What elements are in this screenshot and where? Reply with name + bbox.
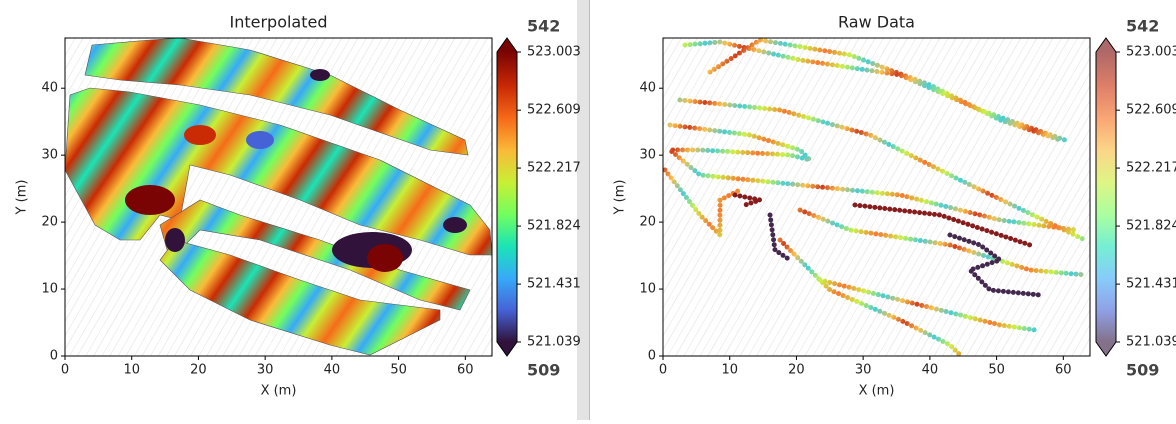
colorbar-extend — [497, 342, 517, 356]
colorbar — [497, 52, 517, 342]
y-tick-label: 10 — [639, 282, 656, 297]
divider — [577, 0, 590, 420]
x-tick-label: 0 — [61, 363, 69, 378]
colorbar-bottom-text: 509 — [1126, 361, 1159, 380]
colorbar-top-text: 542 — [527, 17, 560, 36]
plot-frame — [64, 37, 493, 357]
y-tick-label: 40 — [639, 81, 656, 96]
colorbar-tick-label: 521.039 — [1126, 335, 1176, 350]
colorbar-tick-label: 523.003 — [1126, 45, 1176, 60]
x-tick-label: 10 — [123, 363, 140, 378]
chart-title: Raw Data — [838, 13, 915, 32]
colorbar-tick-label: 521.431 — [527, 277, 581, 292]
y-tick-label: 0 — [50, 349, 58, 364]
x-tick-label: 60 — [457, 363, 474, 378]
interpolated-field — [65, 38, 492, 356]
x-tick-label: 20 — [190, 363, 207, 378]
colorbar-extend — [497, 38, 517, 52]
x-tick-label: 40 — [324, 363, 341, 378]
colorbar-bottom-text: 509 — [527, 361, 560, 380]
colorbar-tick-label: 523.003 — [527, 45, 581, 60]
colorbar-tick-label: 522.217 — [1126, 161, 1176, 176]
y-tick-label: 20 — [41, 215, 58, 230]
colorbar-tick-label: 521.824 — [527, 219, 581, 234]
plot-frame — [662, 37, 1091, 357]
y-axis-label: Y (m) — [15, 180, 30, 216]
colorbar-tick-label: 522.609 — [1126, 103, 1176, 118]
y-tick-label: 20 — [639, 215, 656, 230]
y-tick-label: 0 — [648, 349, 656, 364]
colorbar-tick-label: 521.824 — [1126, 219, 1176, 234]
x-axis-label: X (m) — [859, 384, 895, 399]
colorbar-extend — [1096, 38, 1116, 52]
x-tick-label: 0 — [659, 363, 667, 378]
colorbar-tick-label: 522.609 — [527, 103, 581, 118]
x-tick-label: 30 — [855, 363, 872, 378]
x-tick-label: 50 — [390, 363, 407, 378]
y-axis-label: Y (m) — [613, 180, 628, 216]
chart-title: Interpolated — [229, 13, 327, 32]
y-tick-label: 30 — [639, 148, 656, 163]
raw-tracks — [663, 38, 1088, 356]
colorbar-top-text: 542 — [1126, 17, 1159, 36]
colorbar-extend — [1096, 342, 1116, 356]
x-tick-label: 20 — [788, 363, 805, 378]
x-tick-label: 60 — [1055, 363, 1072, 378]
x-tick-label: 50 — [988, 363, 1005, 378]
y-tick-label: 10 — [41, 282, 58, 297]
x-tick-label: 40 — [922, 363, 939, 378]
x-tick-label: 30 — [257, 363, 274, 378]
y-tick-label: 40 — [41, 81, 58, 96]
x-axis-label: X (m) — [261, 384, 297, 399]
colorbar-tick-label: 522.217 — [527, 161, 581, 176]
x-tick-label: 10 — [721, 363, 738, 378]
colorbar-tick-label: 521.431 — [1126, 277, 1176, 292]
colorbar-tick-label: 521.039 — [527, 335, 581, 350]
colorbar — [1096, 52, 1116, 342]
y-tick-label: 30 — [41, 148, 58, 163]
